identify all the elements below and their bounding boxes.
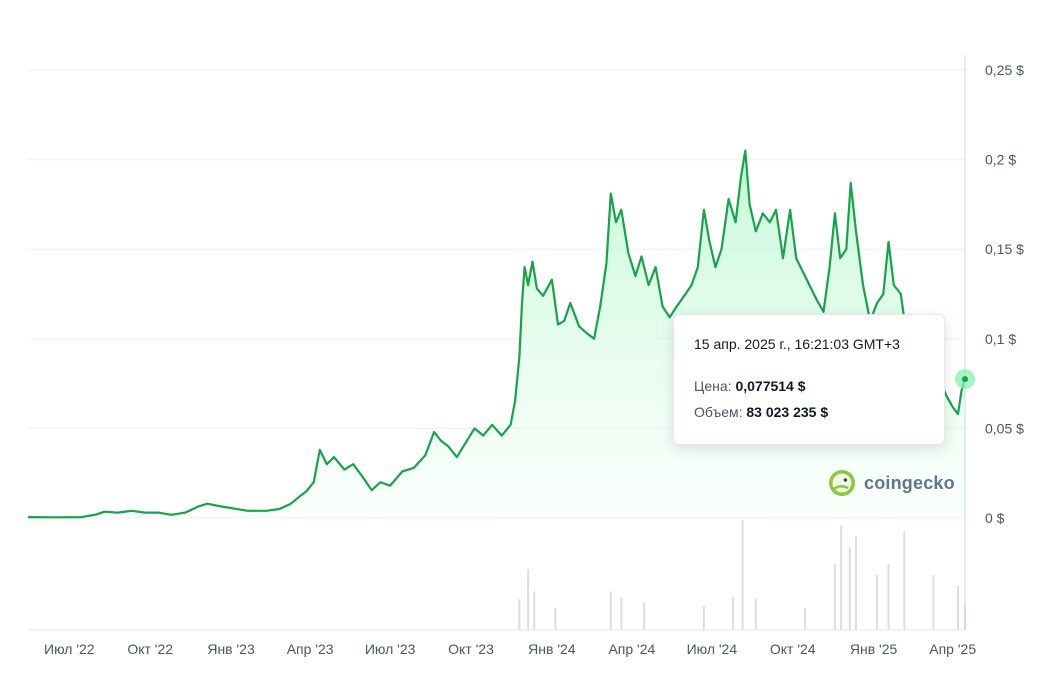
- tooltip-volume-row: Объем: 83 023 235 $: [694, 403, 924, 421]
- price-tooltip: 15 апр. 2025 г., 16:21:03 GMT+3 Цена: 0,…: [673, 314, 945, 445]
- y-tick-label: 0,2 $: [985, 152, 1016, 168]
- tooltip-price-value: 0,077514 $: [735, 378, 806, 394]
- x-tick-label: Окт '24: [770, 641, 816, 657]
- volume-bar: [804, 608, 807, 630]
- x-tick-label: Окт '22: [127, 641, 173, 657]
- x-tick-label: Янв '25: [850, 641, 898, 657]
- y-axis-labels: 0,25 $ 0,2 $ 0,15 $ 0,1 $ 0,05 $ 0 $: [985, 62, 1024, 526]
- volume-bar: [833, 564, 836, 630]
- volume-bar: [876, 575, 879, 630]
- y-tick-label: 0,25 $: [985, 62, 1024, 78]
- volume-bar: [887, 564, 890, 630]
- tooltip-volume-value: 83 023 235 $: [746, 404, 829, 420]
- y-tick-label: 0 $: [985, 510, 1005, 526]
- volume-bar: [643, 602, 646, 630]
- price-line: [27, 149, 967, 519]
- gecko-logo-icon: [828, 469, 856, 497]
- x-tick-label: Апр '24: [608, 641, 655, 657]
- volume-bar: [840, 525, 843, 630]
- hover-point: [962, 376, 968, 383]
- x-tick-label: Июл '22: [44, 641, 95, 657]
- volume-bar: [741, 520, 744, 630]
- y-tick-label: 0,1 $: [985, 331, 1016, 347]
- volume-bar: [932, 575, 935, 630]
- tooltip-volume-label: Объем:: [694, 404, 743, 420]
- volume-bar: [855, 536, 858, 630]
- y-tick-label: 0,15 $: [985, 241, 1024, 257]
- volume-bar: [533, 591, 536, 630]
- y-tick-label: 0,05 $: [985, 420, 1024, 436]
- volume-bar: [702, 605, 705, 630]
- tooltip-date: 15 апр. 2025 г., 16:21:03 GMT+3: [694, 336, 900, 352]
- volume-bar: [609, 591, 612, 630]
- volume-bar: [518, 599, 521, 630]
- x-tick-label: Июл '23: [365, 641, 416, 657]
- volume-bar: [848, 547, 851, 630]
- x-tick-label: Янв '23: [207, 641, 255, 657]
- x-tick-label: Окт '23: [448, 641, 494, 657]
- x-tick-label: Апр '23: [287, 641, 334, 657]
- volume-bar: [956, 586, 959, 630]
- volume-bar: [903, 531, 906, 630]
- coingecko-brand[interactable]: coingecko: [828, 468, 955, 498]
- volume-bars: [518, 520, 966, 630]
- tooltip-price-label: Цена:: [694, 378, 732, 394]
- brand-name: coingecko: [864, 472, 955, 493]
- volume-bar: [620, 597, 623, 630]
- volume-bar: [527, 569, 530, 630]
- x-axis-labels: Июл '22 Окт '22 Янв '23 Апр '23 Июл '23 Окт '…: [44, 641, 976, 657]
- volume-bar: [731, 597, 734, 630]
- tooltip-price-row: Цена: 0,077514 $: [694, 377, 924, 395]
- hover-marker: [955, 55, 975, 630]
- x-tick-label: Янв '24: [528, 641, 576, 657]
- volume-bar: [754, 599, 757, 630]
- x-tick-label: Июл '24: [687, 641, 738, 657]
- x-tick-label: Апр '25: [929, 641, 976, 657]
- volume-bar: [554, 608, 557, 630]
